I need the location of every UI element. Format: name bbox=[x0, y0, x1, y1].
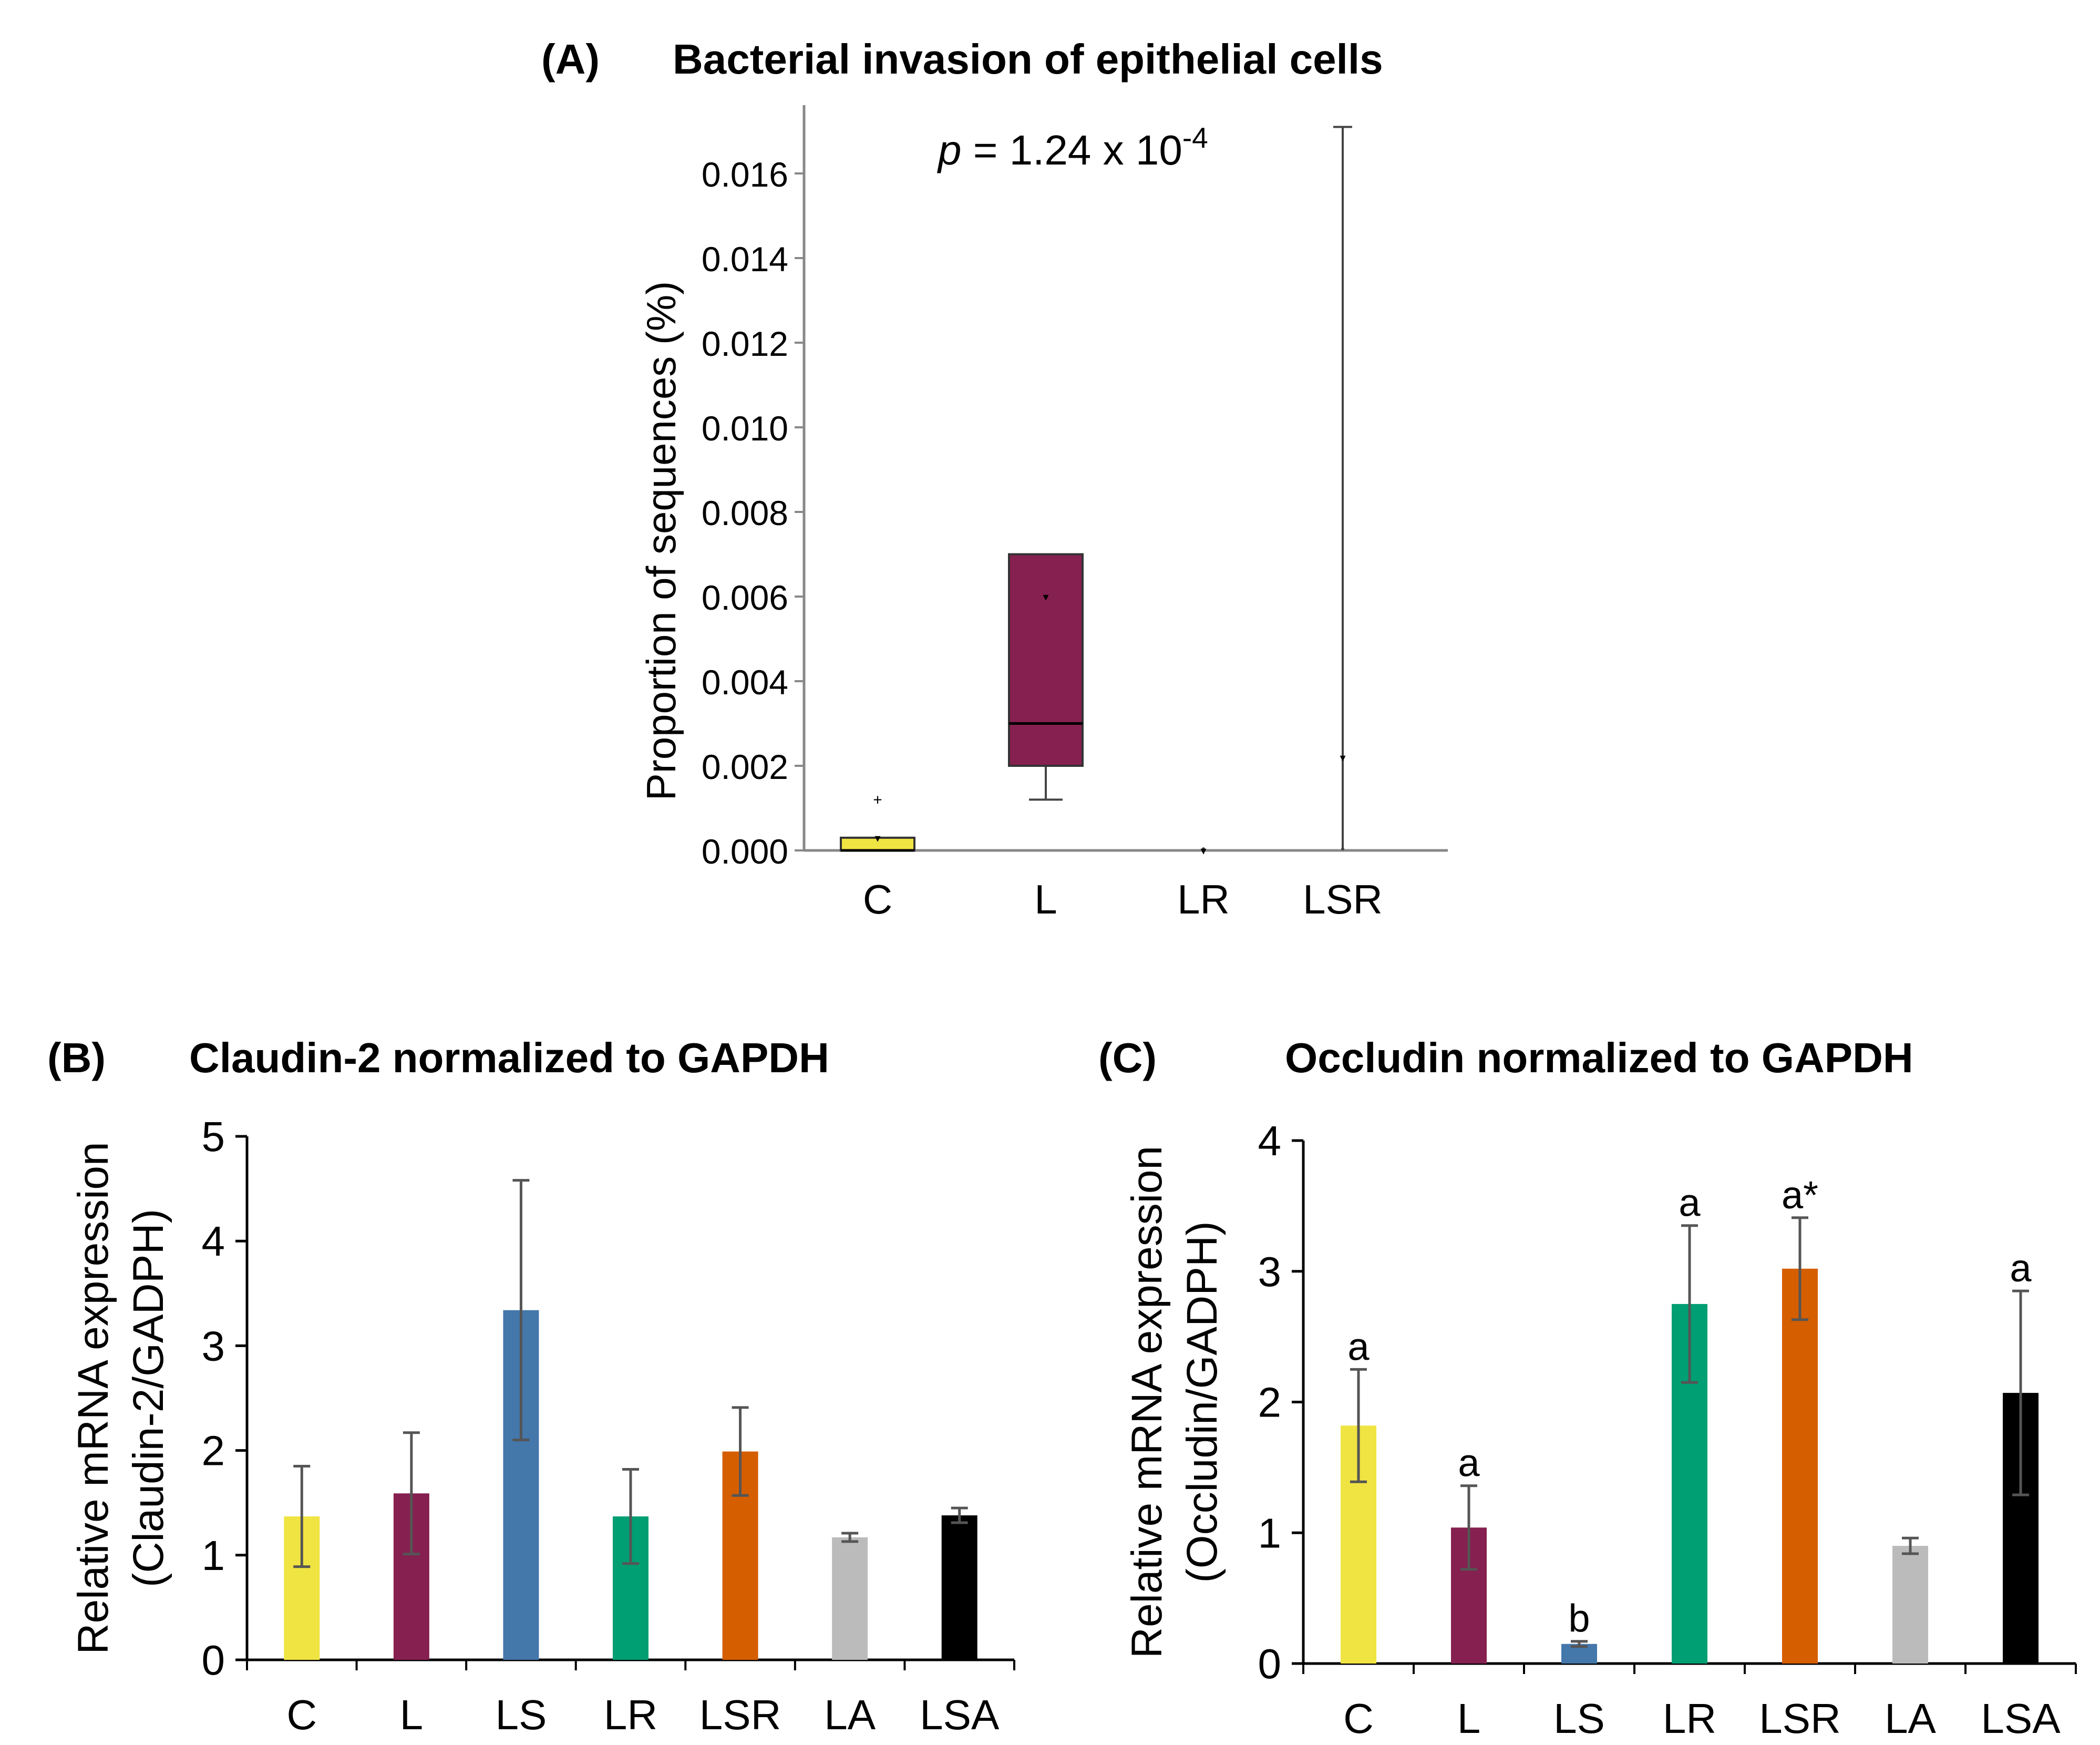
panel-c-y-label-line2: (Occludin/GADPH) bbox=[1178, 1221, 1226, 1583]
panel-b-bar bbox=[941, 1515, 977, 1660]
panel-b-title: Claudin-2 normalized to GAPDH bbox=[189, 1034, 829, 1081]
panel-a-median bbox=[1202, 847, 1205, 850]
panel-a-mean-marker: ▾ bbox=[1340, 751, 1345, 764]
panel-a-box bbox=[1008, 553, 1084, 767]
panel-c-x-tick-label: LSA bbox=[1981, 1695, 2061, 1742]
panel-c-x-tick-label: LSR bbox=[1759, 1695, 1841, 1742]
panel-b-bar bbox=[832, 1537, 868, 1660]
panel-c-title: Occludin normalized to GAPDH bbox=[1285, 1034, 1913, 1081]
panel-b-x-tick-label: LS bbox=[495, 1691, 547, 1738]
panel-a-outlier: + bbox=[873, 791, 882, 808]
panel-b-label: (B) bbox=[47, 1034, 106, 1081]
panel-b-y-tick-label: 0 bbox=[202, 1637, 225, 1684]
panel-a-x-tick-label: C bbox=[863, 876, 892, 922]
panel-c-x-tick-label: LR bbox=[1663, 1695, 1716, 1742]
panel-b-y-tick-label: 2 bbox=[202, 1428, 225, 1474]
panel-a-title: Bacterial invasion of epithelial cells bbox=[673, 36, 1383, 83]
panel-a-y-tick-label: 0.000 bbox=[702, 832, 788, 871]
panel-a-y-tick-label: 0.010 bbox=[702, 409, 788, 448]
panel-a-y-tick-label: 0.014 bbox=[702, 240, 788, 279]
panel-c-significance-letter: a bbox=[1458, 1441, 1480, 1485]
panel-a-mean-marker: ▾ bbox=[1200, 844, 1206, 857]
panel-a-label: (A) bbox=[541, 36, 600, 83]
panel-a-mean-marker: ▾ bbox=[1043, 590, 1048, 603]
panel-c-y-tick-label: 4 bbox=[1258, 1117, 1282, 1164]
panel-c-y-tick-label: 1 bbox=[1258, 1510, 1282, 1556]
panel-a-y-tick-label: 0.012 bbox=[702, 324, 788, 363]
panel-c-bar bbox=[1782, 1268, 1818, 1664]
panel-c-y-tick-label: 2 bbox=[1258, 1379, 1282, 1426]
panel-b-x-tick-label: LSR bbox=[699, 1691, 781, 1738]
panel-a-x-tick-label: LR bbox=[1177, 876, 1230, 922]
panel-c-significance-letter: a bbox=[1679, 1181, 1701, 1225]
panel-c-significance-letter: a* bbox=[1782, 1173, 1818, 1217]
panel-a-x-tick-label: L bbox=[1034, 876, 1057, 922]
panel-c-y-label-line1: Relative mRNA expression bbox=[1123, 1146, 1171, 1658]
panel-b-y-label-line1: Relative mRNA expression bbox=[69, 1142, 117, 1654]
panel-a-y-tick-label: 0.016 bbox=[702, 155, 788, 194]
panel-a-box bbox=[840, 836, 915, 851]
panel-b-y-tick-label: 5 bbox=[202, 1113, 225, 1160]
panel-c-bar bbox=[1892, 1546, 1928, 1664]
panel-b-x-tick-label: LR bbox=[604, 1691, 657, 1738]
panel-b-y-tick-label: 4 bbox=[202, 1218, 225, 1265]
panel-c-x-tick-label: C bbox=[1343, 1695, 1374, 1742]
panel-a-y-tick-label: 0.004 bbox=[702, 663, 788, 702]
panel-a-y-label: Proportion of sequences (%) bbox=[638, 281, 684, 801]
panel-c-significance-letter: b bbox=[1568, 1597, 1590, 1640]
panel-b-y-tick-label: 3 bbox=[202, 1322, 225, 1369]
panel-a-y-tick-label: 0.008 bbox=[702, 494, 788, 532]
panel-c-significance-letter: a bbox=[1347, 1325, 1370, 1368]
panel-a-x-tick-label: LSR bbox=[1303, 876, 1383, 922]
panel-a-mean-marker: ▾ bbox=[874, 832, 880, 845]
panel-c-x-tick-label: LA bbox=[1885, 1695, 1936, 1742]
panel-b-y-label-line2: (Claudin-2/GADPH) bbox=[125, 1209, 172, 1587]
panel-a-p-value: p = 1.24 x 10-4 bbox=[937, 121, 1208, 173]
panel-c-x-tick-label: LS bbox=[1553, 1695, 1605, 1742]
panel-b-x-tick-label: C bbox=[286, 1691, 317, 1738]
panel-b-x-tick-label: LA bbox=[824, 1691, 876, 1738]
panel-c-y-tick-label: 3 bbox=[1258, 1248, 1282, 1295]
panel-a-median bbox=[1341, 847, 1344, 850]
panel-c-x-tick-label: L bbox=[1457, 1695, 1481, 1742]
panel-b-y-tick-label: 1 bbox=[202, 1532, 225, 1579]
panel-b-x-tick-label: LSA bbox=[920, 1691, 1000, 1738]
panel-b-x-tick-label: L bbox=[400, 1691, 424, 1738]
panel-a-y-tick-label: 0.006 bbox=[702, 578, 788, 617]
panel-c-label: (C) bbox=[1098, 1034, 1157, 1081]
panel-c-significance-letter: a bbox=[2010, 1246, 2032, 1290]
panel-c-y-tick-label: 0 bbox=[1258, 1640, 1282, 1687]
panel-a-y-tick-label: 0.002 bbox=[702, 747, 788, 786]
